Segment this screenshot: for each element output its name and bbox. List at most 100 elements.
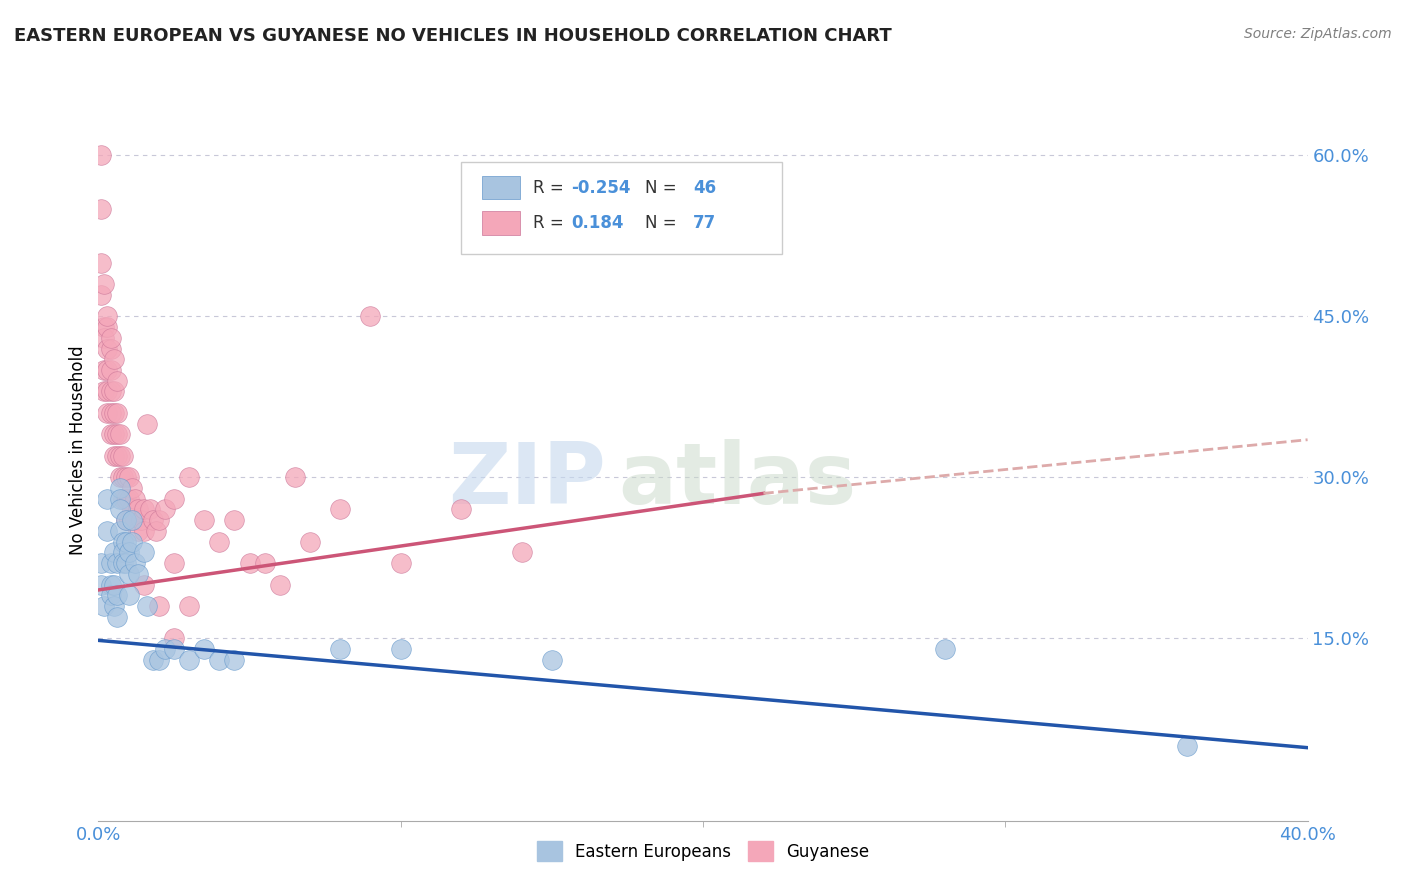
Point	[114, 470, 136, 484]
Text: 0.184: 0.184	[571, 214, 624, 232]
Point	[114, 491, 136, 506]
Point	[179, 653, 201, 667]
Point	[93, 331, 115, 345]
Legend: Eastern Europeans, Guyanese: Eastern Europeans, Guyanese	[530, 834, 876, 868]
Point	[111, 556, 134, 570]
Point	[163, 556, 186, 570]
Point	[100, 427, 122, 442]
Point	[108, 481, 131, 495]
Point	[389, 642, 412, 657]
Point	[934, 642, 956, 657]
Point	[96, 342, 118, 356]
Point	[114, 534, 136, 549]
Point	[118, 513, 141, 527]
Point	[103, 352, 125, 367]
Point	[90, 148, 112, 162]
Point	[100, 406, 122, 420]
Point	[253, 556, 276, 570]
Point	[299, 534, 322, 549]
Bar	[482, 211, 520, 235]
Point	[142, 653, 165, 667]
Point	[510, 545, 533, 559]
Point	[145, 524, 167, 538]
Point	[118, 545, 141, 559]
FancyBboxPatch shape	[461, 161, 782, 254]
Point	[90, 202, 112, 216]
Point	[103, 406, 125, 420]
Point	[100, 331, 122, 345]
Point	[96, 406, 118, 420]
Point	[1175, 739, 1198, 753]
Point	[163, 491, 186, 506]
Point	[121, 481, 143, 495]
Point	[90, 288, 112, 302]
Point	[108, 449, 131, 463]
Text: N =: N =	[645, 214, 682, 232]
Point	[111, 470, 134, 484]
Point	[148, 599, 170, 613]
Point	[108, 524, 131, 538]
Point	[127, 524, 149, 538]
Point	[93, 363, 115, 377]
Point	[135, 599, 157, 613]
Point	[93, 320, 115, 334]
Text: N =: N =	[645, 178, 682, 196]
Point	[118, 491, 141, 506]
Point	[103, 577, 125, 591]
Point	[208, 534, 231, 549]
Point	[121, 513, 143, 527]
Point	[108, 502, 131, 516]
Point	[105, 406, 128, 420]
Point	[100, 588, 122, 602]
Point	[100, 342, 122, 356]
Point	[121, 534, 143, 549]
Point	[389, 556, 412, 570]
Point	[100, 384, 122, 399]
Point	[103, 599, 125, 613]
Point	[96, 491, 118, 506]
Text: R =: R =	[533, 178, 568, 196]
Point	[100, 577, 122, 591]
Text: R =: R =	[533, 214, 574, 232]
Point	[90, 556, 112, 570]
Point	[93, 384, 115, 399]
Point	[105, 427, 128, 442]
Point	[108, 427, 131, 442]
Point	[93, 277, 115, 292]
Point	[127, 566, 149, 581]
Point	[105, 609, 128, 624]
Point	[111, 545, 134, 559]
Point	[105, 556, 128, 570]
Point	[153, 502, 176, 516]
Point	[540, 653, 562, 667]
Point	[193, 642, 215, 657]
Point	[121, 502, 143, 516]
Point	[105, 449, 128, 463]
Point	[284, 470, 307, 484]
Point	[124, 491, 146, 506]
Point	[90, 577, 112, 591]
Point	[100, 556, 122, 570]
Point	[96, 363, 118, 377]
Point	[208, 653, 231, 667]
Point	[132, 524, 155, 538]
Point	[132, 545, 155, 559]
Point	[100, 363, 122, 377]
Point	[360, 310, 382, 324]
Point	[105, 588, 128, 602]
Text: ZIP: ZIP	[449, 439, 606, 522]
Point	[96, 310, 118, 324]
Text: 46: 46	[693, 178, 717, 196]
Point	[90, 255, 112, 269]
Point	[96, 384, 118, 399]
Point	[139, 502, 162, 516]
Point	[114, 513, 136, 527]
Point	[96, 524, 118, 538]
Point	[224, 513, 246, 527]
Point	[105, 374, 128, 388]
Point	[124, 513, 146, 527]
Text: EASTERN EUROPEAN VS GUYANESE NO VEHICLES IN HOUSEHOLD CORRELATION CHART: EASTERN EUROPEAN VS GUYANESE NO VEHICLES…	[14, 27, 891, 45]
Point	[193, 513, 215, 527]
Point	[129, 513, 152, 527]
Point	[103, 449, 125, 463]
